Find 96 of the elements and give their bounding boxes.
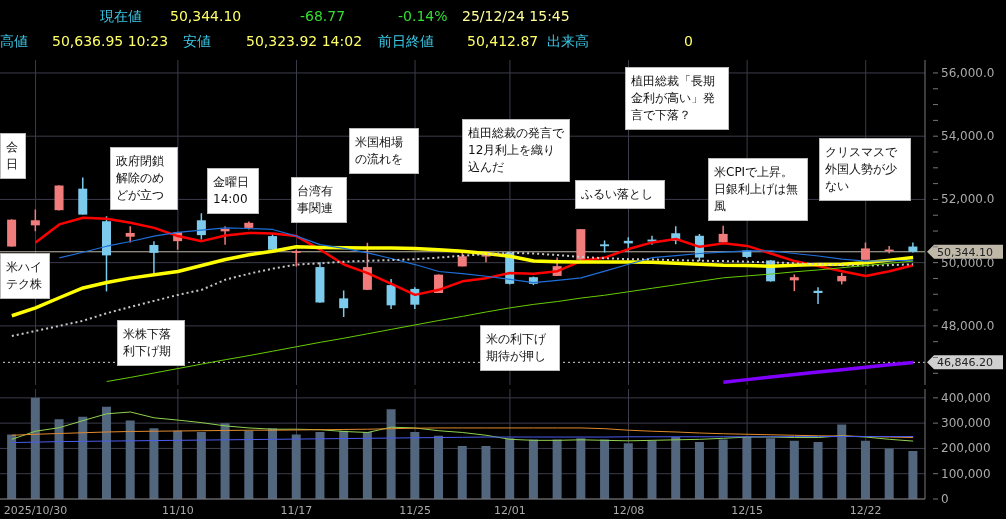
annotation: 政府閉鎖解除のめどが立つ — [110, 147, 178, 210]
bar — [671, 437, 681, 499]
bar — [125, 420, 135, 499]
annotation: 植田総裁の発言で12月利上を織り込んだ — [462, 119, 570, 182]
y-tick-label: 0 — [941, 492, 949, 506]
annotation: 植田総裁「長期金利が高い」発言で下落？ — [625, 67, 729, 130]
bar — [173, 430, 183, 499]
bar — [268, 428, 278, 499]
text: 50,412.87 — [467, 33, 539, 49]
bar — [505, 438, 515, 499]
bar — [362, 431, 372, 499]
bar — [291, 434, 301, 499]
annotation: 米CPIで上昇。日銀利上げは無風 — [708, 158, 808, 221]
y-tick-label: 54,000.0 — [941, 129, 995, 144]
bar — [339, 430, 349, 499]
candlestick — [149, 240, 159, 274]
text: 50,323.92 14:02 — [246, 33, 363, 49]
bar — [101, 406, 111, 499]
candlestick — [291, 248, 301, 268]
line-series — [11, 411, 914, 442]
text: 高値 — [0, 33, 28, 51]
x-tick-label: 11/25 — [399, 503, 431, 517]
x-tick-label: 11/10 — [162, 503, 194, 517]
text: 50,636.95 10:23 — [52, 33, 169, 49]
bar — [576, 438, 586, 499]
candlestick — [125, 225, 135, 244]
y-tick-label: 100,000 — [941, 466, 991, 481]
y-tick-label: 400,000 — [941, 390, 991, 405]
candlestick — [196, 212, 206, 241]
bar — [552, 439, 562, 499]
y-tick-label: 300,000 — [941, 416, 991, 431]
bar — [813, 442, 823, 499]
text: 50,344.10 — [170, 8, 242, 24]
text: 安値 — [183, 33, 211, 51]
bar — [718, 439, 728, 499]
text: 25/12/24 15:45 — [462, 8, 570, 24]
bar — [434, 435, 444, 499]
x-tick-label: 2025/10/30 — [3, 503, 68, 517]
text: 現在値 — [100, 8, 142, 26]
y-tick-label: 48,000.0 — [941, 318, 995, 333]
bar — [600, 439, 610, 499]
bar — [457, 445, 467, 499]
annotation: ふるい落とし — [575, 180, 665, 209]
bar — [884, 448, 894, 499]
bar — [30, 397, 40, 499]
bar — [410, 431, 420, 499]
text: -0.14% — [398, 8, 448, 24]
bar — [694, 442, 704, 499]
annotation: 金曜日14:00 — [207, 168, 259, 214]
bar — [481, 445, 491, 499]
bar — [647, 440, 657, 499]
y-tick-label: 200,000 — [941, 441, 991, 456]
bar — [54, 419, 64, 499]
text: 前日終値 — [378, 33, 434, 51]
text: 出来高 — [547, 33, 589, 51]
x-tick-label: 12/15 — [731, 503, 763, 517]
candlestick — [386, 278, 396, 310]
x-tick-label: 11/17 — [280, 503, 313, 517]
annotation: 米株下落利下げ期 — [117, 320, 185, 366]
x-tick-label: 12/08 — [612, 503, 645, 517]
x-tick-label: 12/01 — [494, 503, 526, 517]
line-series — [106, 260, 914, 383]
candlestick — [339, 289, 349, 318]
bar — [78, 416, 88, 499]
bar — [149, 428, 159, 499]
text: -68.77 — [300, 8, 346, 24]
bar — [220, 423, 230, 499]
bar — [742, 437, 752, 499]
bar — [766, 438, 776, 499]
x-tick-label: 12/22 — [849, 503, 882, 517]
annotation: 台湾有事関連 — [291, 177, 347, 223]
line-series — [721, 360, 915, 384]
line-series — [11, 436, 914, 444]
bar — [528, 439, 538, 499]
bar — [244, 430, 254, 499]
annotation: 米国相場の流れを — [349, 128, 419, 174]
bar — [196, 431, 206, 499]
bar — [860, 440, 870, 499]
text: 0 — [684, 33, 693, 49]
annotation: 米の利下げ期待が押し — [480, 325, 560, 371]
ref-line-label: 46,846.20 — [937, 356, 993, 370]
candlestick — [30, 208, 40, 233]
bar — [837, 424, 847, 499]
bar — [315, 431, 325, 499]
y-tick-label: 52,000.0 — [941, 192, 995, 207]
candlestick — [813, 286, 823, 305]
line-series — [11, 427, 914, 439]
bar — [623, 443, 633, 499]
annotation: 米ハイテク株 — [0, 253, 50, 299]
bar — [908, 450, 918, 499]
bar — [386, 409, 396, 499]
y-tick-label: 56,000.0 — [941, 65, 995, 80]
bar — [789, 440, 799, 499]
bar — [7, 434, 17, 499]
annotation: クリスマスで外国人勢が少ない — [819, 138, 911, 201]
annotation: 会日 — [0, 133, 26, 179]
